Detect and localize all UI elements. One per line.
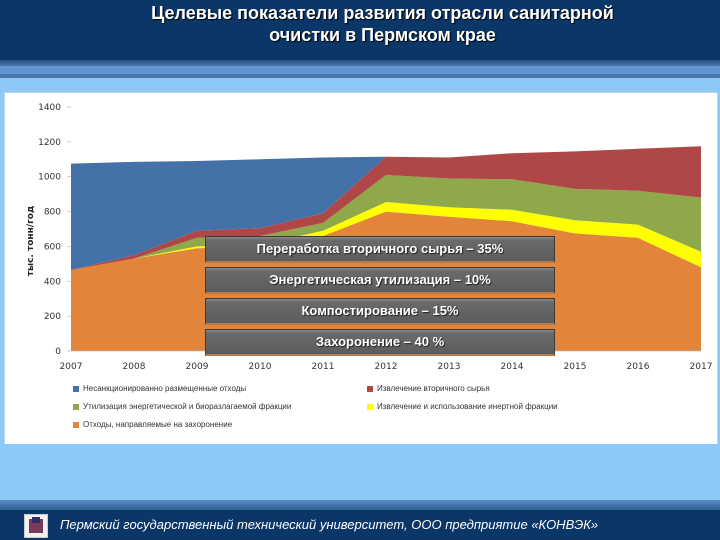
legend-item-unauthorized: Несанкционированно размещенные отходы — [73, 384, 246, 393]
y-tick-label: 400 — [44, 277, 61, 287]
x-tick-label: 2011 — [312, 362, 335, 372]
legend-swatch — [73, 403, 79, 410]
overlay-recycling: Переработка вторичного сырья – 35% — [205, 236, 555, 263]
slide-footer: Пермский государственный технический уни… — [0, 510, 720, 540]
slide-title: Целевые показатели развития отрасли сани… — [0, 2, 720, 46]
area-series-3 — [71, 146, 701, 270]
y-tick-label: 200 — [44, 312, 61, 322]
target-overlay: Переработка вторичного сырья – 35% Энерг… — [205, 236, 555, 360]
legend-item-landfill: Отходы, направляемые на захоронение — [73, 420, 232, 429]
footer-text: Пермский государственный технический уни… — [60, 517, 599, 532]
overlay-composting: Компостирование – 15% — [205, 298, 555, 325]
x-tick-label: 2007 — [60, 362, 83, 372]
legend-label: Утилизация энергетической и биоразлагаем… — [83, 402, 292, 411]
x-tick-label: 2009 — [186, 362, 209, 372]
overlay-landfill: Захоронение – 40 % — [205, 329, 555, 356]
title-line-2: очистки в Пермском крае — [269, 25, 496, 45]
legend-label: Извлечение и использование инертной фрак… — [377, 402, 558, 411]
x-tick-label: 2015 — [564, 362, 587, 372]
header-stripe — [0, 60, 720, 66]
chart-panel: 0 200 400 600 800 1000 1200 1400 2007 2008 2009 201… — [4, 92, 718, 446]
overlay-energy: Энергетическая утилизация – 10% — [205, 267, 555, 294]
area-series-2 — [71, 175, 701, 270]
legend-label: Извлечение вторичного сырья — [377, 384, 490, 393]
legend-label: Отходы, направляемые на захоронение — [83, 420, 233, 429]
x-tick-label: 2017 — [690, 362, 713, 372]
y-tick-label: 800 — [44, 208, 61, 218]
area-series-1 — [71, 202, 701, 270]
legend-swatch — [73, 421, 79, 428]
x-tick-label: 2013 — [438, 362, 461, 372]
background-band — [0, 444, 720, 500]
title-line-1: Целевые показатели развития отрасли сани… — [151, 3, 614, 23]
x-tick-label: 2010 — [249, 362, 272, 372]
x-tick-label: 2012 — [375, 362, 398, 372]
y-tick-label: 1000 — [38, 173, 61, 183]
legend-item-inert: Извлечение и использование инертной фрак… — [367, 402, 558, 411]
y-tick-label: 1200 — [38, 138, 61, 148]
legend-swatch — [367, 385, 373, 392]
university-logo-icon — [24, 514, 48, 538]
y-tick-label: 600 — [44, 242, 61, 252]
legend-swatch — [73, 385, 79, 392]
header-stripe — [0, 66, 720, 74]
x-tick-label: 2016 — [627, 362, 650, 372]
legend-swatch — [367, 403, 373, 410]
footer-stripe — [0, 500, 720, 510]
header-stripe — [0, 78, 720, 92]
slide-header: Целевые показатели развития отрасли сани… — [0, 0, 720, 60]
legend-label: Несанкционированно размещенные отходы — [83, 384, 247, 393]
legend-item-recycling: Извлечение вторичного сырья — [367, 384, 490, 393]
x-tick-label: 2008 — [123, 362, 146, 372]
legend-item-energy: Утилизация энергетической и биоразлагаем… — [73, 402, 291, 411]
y-axis-label: тыс. тонн/год — [26, 206, 36, 277]
y-tick-label: 1400 — [38, 103, 61, 113]
area-series-4 — [71, 146, 701, 270]
x-tick-label: 2014 — [501, 362, 524, 372]
header-stripe — [0, 74, 720, 78]
y-tick-label: 0 — [55, 347, 61, 357]
